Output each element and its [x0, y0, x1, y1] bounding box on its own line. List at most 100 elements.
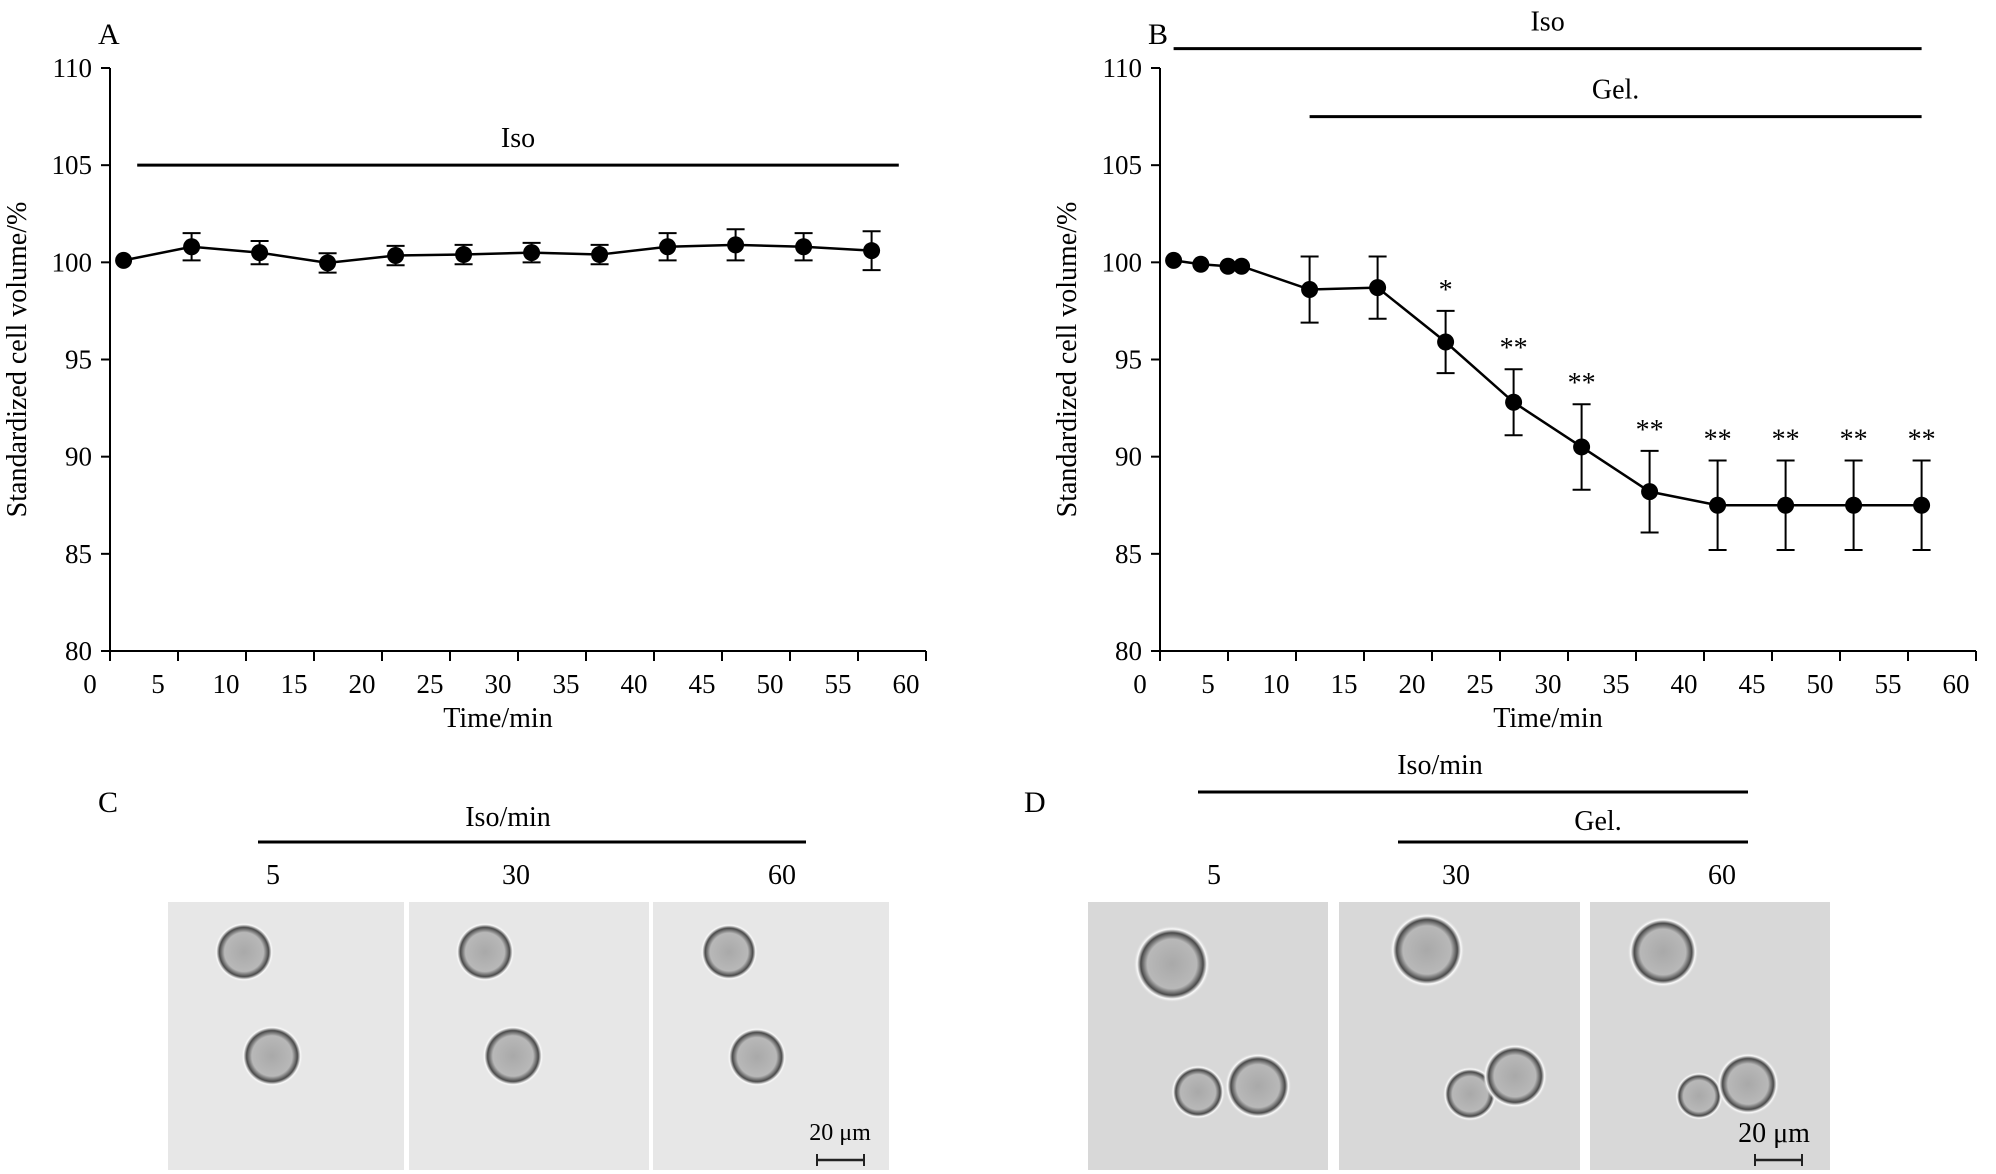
panel-a-data-point [591, 246, 609, 264]
panel-a-x-tick-label: 40 [621, 669, 648, 699]
panel-c-iso-label: Iso/min [465, 802, 551, 833]
panel-c-image-5min [168, 902, 404, 1170]
panel-b-y-tick-label: 100 [1102, 247, 1143, 277]
panel-b-significance-mark: ** [1500, 333, 1528, 364]
panel-d-image-5min [1088, 902, 1328, 1170]
panel-c-time-60: 60 [768, 860, 796, 891]
panel-b-significance-mark: ** [1636, 415, 1664, 446]
panel-b-data-point [1573, 438, 1591, 456]
panel-d-time-5: 5 [1207, 860, 1221, 891]
panel-d-image-60min: 20 μm [1590, 902, 1830, 1170]
panel-d-micrographs: D Iso/min Gel. 5 30 60 20 μm [1024, 750, 1830, 1170]
panel-b-data-point [1913, 496, 1931, 514]
panel-b-data-point [1437, 333, 1455, 351]
panel-c-image-60min: 20 μm [653, 902, 889, 1170]
panel-d-time-30: 30 [1442, 860, 1470, 891]
panel-d-iso-label: Iso/min [1397, 750, 1483, 781]
panel-b-x-tick-label: 30 [1535, 669, 1562, 699]
panel-b-x-axis-title: Time/min [1493, 703, 1602, 734]
panel-b-y-tick-label: 85 [1115, 539, 1142, 569]
panel-a-data-point [455, 246, 473, 264]
panel-b-y-tick-label: 80 [1115, 636, 1142, 666]
panel-a-data-point [727, 236, 745, 254]
panel-c-time-30: 30 [502, 860, 530, 891]
panel-d-scale-label: 20 μm [1738, 1118, 1810, 1149]
panel-a-data-point [659, 238, 677, 256]
panel-letter-a: A [98, 18, 120, 51]
panel-letter-b: B [1148, 18, 1168, 51]
panel-b-significance-mark: ** [1772, 425, 1800, 456]
panel-b-data-point [1505, 393, 1523, 411]
panel-b-x-tick-label: 35 [1603, 669, 1630, 699]
panel-c-micrographs: C Iso/min 5 30 60 20 μm [98, 786, 889, 1170]
panel-b-significance-mark: ** [1568, 368, 1596, 399]
panel-a-x-tick-label: 55 [825, 669, 852, 699]
panel-b-data-point [1301, 281, 1319, 299]
panel-b-series-line [1173, 259, 1922, 507]
panel-a-x-tick-label: 30 [485, 669, 512, 699]
panel-a-x-axis-title: Time/min [443, 703, 552, 734]
panel-b-significance-mark: ** [1704, 425, 1732, 456]
panel-a-data-point [183, 238, 201, 256]
panel-a-y-tick-label: 85 [65, 539, 92, 569]
panel-b-data-point [1233, 257, 1251, 275]
panel-b-x-tick-label: 10 [1263, 669, 1290, 699]
panel-a-data-point [523, 244, 541, 262]
panel-a-data-point [795, 238, 813, 256]
panel-b-treatment-bars: Iso Gel. [1173, 7, 1922, 119]
panel-b-significance-mark: ** [1908, 425, 1936, 456]
panel-b-data-point [1192, 255, 1210, 273]
panel-b-x-tick-label: 40 [1671, 669, 1698, 699]
panel-a-y-tick-label: 110 [53, 53, 93, 83]
panel-a-x-tick-label: 60 [893, 669, 920, 699]
panel-d-gel-label: Gel. [1574, 806, 1621, 837]
panel-a-iso-bar-label: Iso [501, 123, 535, 154]
panel-a-y-tick-label: 90 [65, 442, 92, 472]
panel-a-data-point [319, 254, 337, 272]
panel-a-data-point [863, 242, 881, 260]
panel-b-chart: B 80 85 90 95 100 105 110 0 5 10 15 20 25 30 35 40 45 50 5… [1052, 7, 1977, 734]
panel-b-x-tick-label: 0 [1133, 669, 1147, 699]
panel-b-y-tick-label: 110 [1103, 53, 1143, 83]
panel-b-x-tick-label: 60 [1943, 669, 1970, 699]
panel-b-x-tick-label: 50 [1807, 669, 1834, 699]
panel-b-x-tick-label: 15 [1331, 669, 1358, 699]
panel-a-x-tick-label: 20 [349, 669, 376, 699]
panel-a-y-axis-title: Standardized cell volume/% [2, 202, 33, 518]
panel-c-image-30min [409, 902, 649, 1170]
panel-a-y-tick-label: 95 [65, 345, 92, 375]
panel-b-data-point [1219, 257, 1237, 275]
panel-b-data-point [1845, 496, 1863, 514]
panel-b-series: ******* ** ** ** ** [1165, 251, 1936, 551]
panel-a-axes: 80 85 90 95 100 105 110 0 5 10 15 20 25 30 35 40 45 50 55 6… [2, 53, 927, 734]
panel-a-x-tick-label: 5 [151, 669, 165, 699]
panel-c-scale-label: 20 μm [809, 1120, 871, 1146]
panel-b-axes: 80 85 90 95 100 105 110 0 5 10 15 20 25 30 35 40 45 50 55 6… [1052, 53, 1977, 734]
panel-b-x-tick-label: 20 [1399, 669, 1426, 699]
panel-a-y-tick-label: 100 [52, 247, 93, 277]
panel-a-y-tick-label: 105 [52, 150, 93, 180]
panel-a-x-tick-label: 45 [689, 669, 716, 699]
panel-b-data-point [1777, 496, 1795, 514]
panel-b-data-point [1369, 279, 1387, 297]
panel-b-data-point [1165, 251, 1183, 269]
panel-c-time-5: 5 [266, 860, 280, 891]
panel-b-x-tick-label: 55 [1875, 669, 1902, 699]
panel-b-significance-mark: * [1439, 275, 1453, 306]
panel-letter-d: D [1024, 786, 1046, 819]
panel-a-data-point [115, 251, 133, 269]
panel-a-series [115, 228, 881, 274]
panel-b-iso-bar-label: Iso [1530, 7, 1564, 38]
panel-a-chart: A 80 85 90 95 100 105 110 0 5 10 15 20 25 30 35 40 45 50 5… [2, 18, 927, 734]
panel-b-x-tick-label: 45 [1739, 669, 1766, 699]
panel-b-y-tick-label: 90 [1115, 442, 1142, 472]
panel-b-data-point [1641, 483, 1659, 501]
panel-a-series-line [123, 243, 872, 265]
panel-letter-c: C [98, 786, 118, 819]
panel-a-x-tick-label: 25 [417, 669, 444, 699]
panel-a-data-point [251, 244, 269, 262]
panel-a-x-tick-label: 0 [83, 669, 97, 699]
panel-b-y-tick-label: 105 [1102, 150, 1143, 180]
panel-a-data-point [387, 247, 405, 265]
